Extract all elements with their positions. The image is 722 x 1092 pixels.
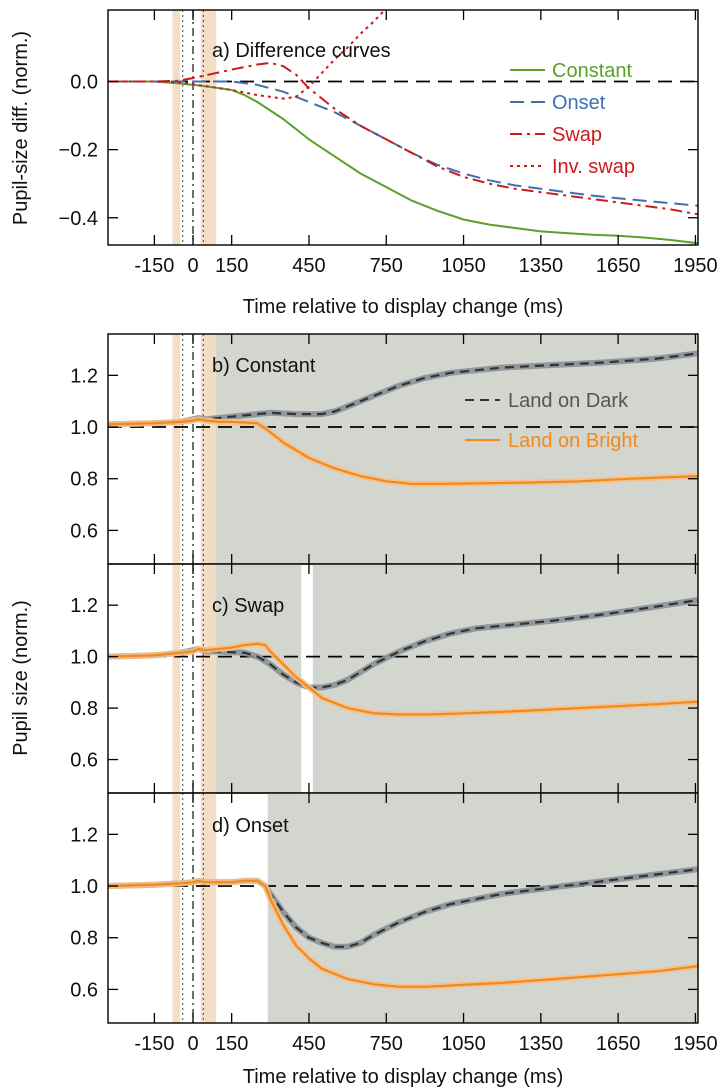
- y-tick-label: 1.2: [70, 595, 98, 617]
- panel-d-ticks: -150 0 150 450 750 1050 1350 1650 1950 0.6 0.8 1.0 1…: [70, 793, 718, 1055]
- x-tick-label: 450: [292, 1033, 325, 1055]
- panel-a-series: [108, 10, 698, 245]
- panel-c-series: [108, 597, 698, 718]
- shared-ylabel: Pupil size (norm.): [10, 600, 32, 756]
- x-tick-label: 750: [370, 1033, 403, 1055]
- x-tick-label: 1350: [519, 1033, 564, 1055]
- x-tick-label: 1950: [673, 1033, 718, 1055]
- y-tick-label: 1.0: [70, 876, 98, 898]
- tan-band: [172, 793, 181, 1023]
- panel-c-swap: 0.6 0.8 1.0 1.2 c) Swap: [70, 563, 699, 794]
- panel-a-xlabel: Time relative to display change (ms): [243, 296, 564, 318]
- panel-b-label: b) Constant: [212, 355, 316, 377]
- x-tick-label: -150: [134, 255, 174, 277]
- panel-d-markers: [108, 793, 698, 1023]
- x-tick-label: 450: [292, 255, 325, 277]
- panel-b-ticks: 0.6 0.8 1.0 1.2: [70, 334, 698, 564]
- tan-band: [172, 564, 181, 793]
- x-tick-label: 1350: [519, 255, 564, 277]
- panel-a-ticks: -150 0 150 450 750 1050 1350 1650 1950 0.0 −0.2 −0.…: [59, 10, 718, 277]
- panel-d-onset: -150 0 150 450 750 1050 1350 1650 1950 0.6 0.8 1.0 1…: [70, 792, 718, 1088]
- tan-band: [200, 564, 217, 793]
- series-line-1: [108, 879, 698, 988]
- tan-band: [200, 10, 217, 245]
- x-tick-label: 1050: [441, 255, 486, 277]
- tan-band: [172, 10, 181, 245]
- y-tick-label: 0.8: [70, 928, 98, 950]
- x-tick-label: 1650: [596, 1033, 641, 1055]
- y-tick-label: −0.4: [59, 208, 98, 230]
- series-line-1: [108, 418, 698, 485]
- legend-label: Onset: [552, 92, 606, 114]
- x-tick-label: 0: [187, 255, 198, 277]
- shaded-region: [312, 564, 698, 793]
- shaded-region: [267, 793, 698, 1023]
- panel-c-label: c) Swap: [212, 595, 284, 617]
- legend-label: Swap: [552, 124, 602, 146]
- panel-b-legend: Land on Dark Land on Bright: [465, 390, 639, 452]
- panel-b-constant: 0.60.81.01.2 b) Constant Land on DarkLan…: [70, 333, 699, 565]
- panel-a-difference-curves: -150 0 150 450 750 1050 1350 1650 1950 0.0 −0.2 −0.…: [10, 9, 718, 318]
- panel-d-series: [108, 866, 698, 990]
- legend-label: Inv. swap: [552, 156, 635, 178]
- panel-a-legend: Constant Onset Swap Inv. swap: [510, 60, 635, 178]
- y-tick-label: 0.0: [70, 72, 98, 94]
- panel-d-label: d) Onset: [212, 815, 289, 837]
- panel-a-shading: [172, 10, 217, 245]
- series-line-1: [108, 642, 698, 716]
- tan-band: [200, 793, 217, 1023]
- y-tick-label: 0.6: [70, 750, 98, 772]
- x-tick-label: -150: [134, 1033, 174, 1055]
- y-tick-label: 1.2: [70, 365, 98, 387]
- panel-d-xlabel: Time relative to display change (ms): [243, 1066, 564, 1088]
- y-tick-label: 0.6: [70, 979, 98, 1001]
- y-tick-label: −0.2: [59, 140, 98, 162]
- x-tick-label: 1950: [673, 255, 718, 277]
- panel-a-markers: [108, 10, 698, 245]
- series-line-3: [108, 10, 387, 100]
- x-tick-label: 1050: [441, 1033, 486, 1055]
- panel-c-ticks: 0.6 0.8 1.0 1.2: [70, 564, 698, 793]
- panel-b-series: [108, 350, 698, 487]
- panel-d-frame: [107, 792, 699, 1024]
- y-tick-label: 1.2: [70, 824, 98, 846]
- legend-label: Land on Bright: [508, 430, 639, 452]
- series-line-1: [108, 80, 698, 207]
- x-tick-label: 750: [370, 255, 403, 277]
- panel-a-ylabel: Pupil-size diff. (norm.): [10, 31, 32, 225]
- y-tick-label: 1.0: [70, 417, 98, 439]
- x-tick-label: 150: [215, 255, 248, 277]
- panel-d-shading: [172, 793, 698, 1023]
- y-tick-label: 0.6: [70, 520, 98, 542]
- x-tick-label: 150: [215, 1033, 248, 1055]
- x-tick-label: 1650: [596, 255, 641, 277]
- panel-a-frame: [107, 9, 699, 246]
- series-line-2: [108, 61, 698, 216]
- panel-c-markers: [108, 564, 698, 793]
- tan-band: [200, 334, 217, 564]
- y-tick-label: 0.8: [70, 469, 98, 491]
- panel-b-markers: [108, 334, 698, 564]
- y-tick-label: 0.8: [70, 698, 98, 720]
- legend-label: Land on Dark: [508, 390, 629, 412]
- legend-label: Constant: [552, 60, 632, 82]
- panel-a-label: a) Difference curves: [212, 40, 391, 62]
- y-tick-label: 1.0: [70, 647, 98, 669]
- tan-band: [172, 334, 181, 564]
- series-line-0: [108, 352, 698, 426]
- x-tick-label: 0: [187, 1033, 198, 1055]
